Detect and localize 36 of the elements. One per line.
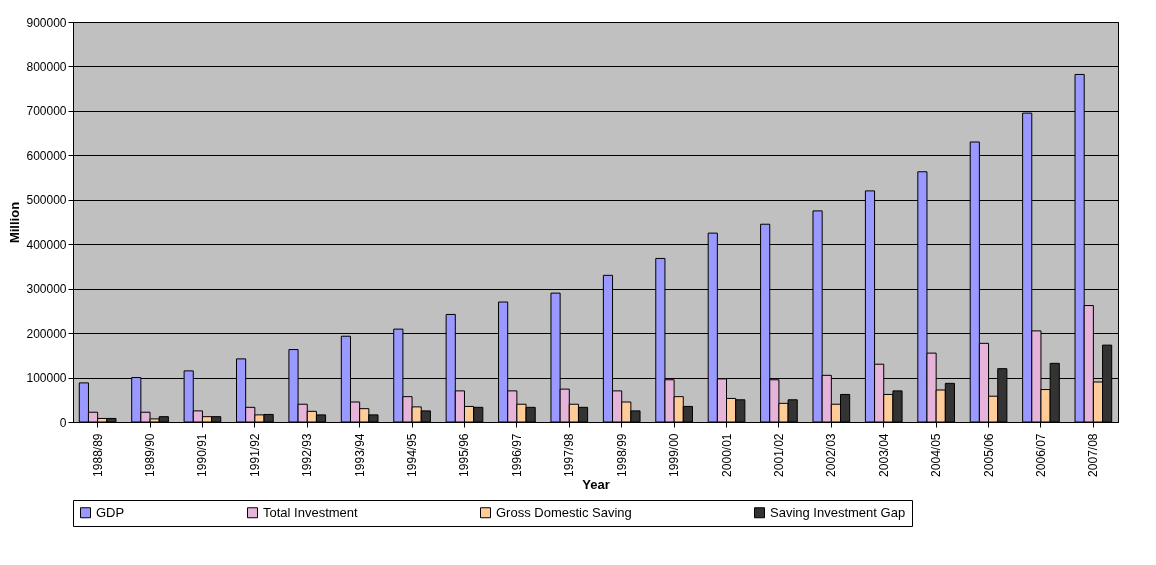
x-tick-label: 2004/05 [929,433,944,477]
x-tick-label: 1990/91 [195,433,210,477]
x-tick-label: 2005/06 [981,433,996,477]
y-axis-title: Million [7,201,23,244]
x-tick-label: 1997/98 [562,433,577,477]
legend-label: GDP [96,504,125,520]
x-tick-label: 1996/97 [509,433,524,477]
x-tick-label: 1994/95 [405,433,420,477]
x-tick-label: 2001/02 [771,433,786,477]
x-tick-label: 1993/94 [352,433,367,477]
x-tick-label: 1998/99 [614,433,629,477]
x-tick-label: 2007/08 [1086,433,1101,477]
x-tick-label: 1991/92 [247,433,262,477]
y-tick-label: 700000 [26,104,67,119]
x-tick-label: 1989/90 [143,433,158,477]
y-tick-label: 600000 [26,148,67,163]
legend-label: Gross Domestic Saving [496,504,632,520]
x-axis-title: Year [582,476,610,492]
y-tick-label: 300000 [26,282,67,297]
x-tick-label: 2006/07 [1033,433,1048,477]
x-tick-label: 2003/04 [876,433,891,477]
y-tick-label: 900000 [26,15,67,30]
y-tick-label: 0 [59,415,67,430]
x-tick-label: 2000/01 [719,433,734,477]
y-tick-label: 100000 [26,371,67,386]
x-tick-label: 1992/93 [300,433,315,477]
y-tick-label: 400000 [26,237,67,252]
legend-label: Saving Investment Gap [770,504,906,520]
x-tick-label: 2002/03 [824,433,839,477]
y-tick-label: 200000 [26,326,67,341]
y-tick-label: 800000 [26,59,67,74]
x-tick-label: 1999/00 [667,433,682,477]
x-tick-label: 1995/96 [457,433,472,477]
legend-label: Total Investment [263,504,359,520]
y-tick-label: 500000 [26,193,67,208]
x-tick-label: 1988/89 [90,433,105,477]
